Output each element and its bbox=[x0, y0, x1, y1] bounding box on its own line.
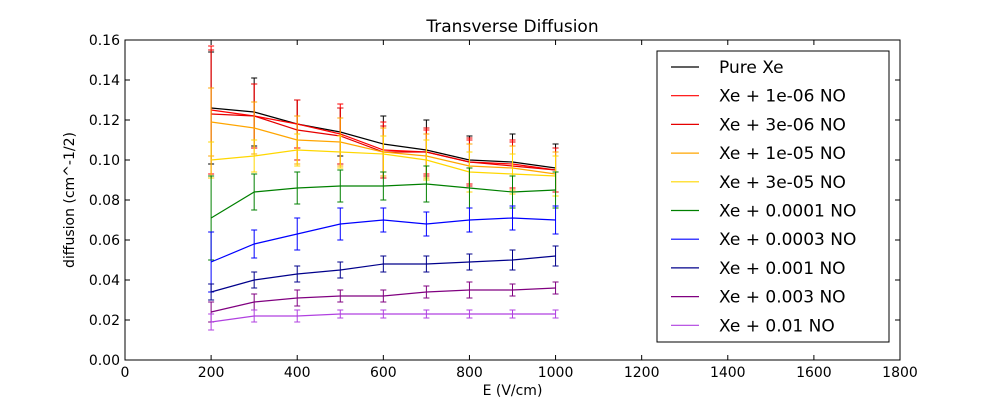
legend-label: Xe + 0.0001 NO bbox=[719, 202, 856, 222]
x-tick-label: 1200 bbox=[624, 365, 660, 381]
error-bar bbox=[423, 165, 430, 203]
error-bar bbox=[294, 171, 301, 205]
error-bar bbox=[380, 309, 387, 319]
error-bar bbox=[466, 253, 473, 271]
legend-item: Xe + 3e-05 NO bbox=[671, 173, 846, 193]
x-tick-label: 400 bbox=[284, 365, 311, 381]
error-bar bbox=[509, 309, 516, 319]
error-bar bbox=[380, 255, 387, 273]
legend-item: Xe + 1e-06 NO bbox=[671, 87, 846, 107]
legend-label: Xe + 0.0003 NO bbox=[719, 230, 856, 250]
error-bar bbox=[466, 281, 473, 299]
x-axis-label: E (V/cm) bbox=[483, 383, 543, 399]
error-bar bbox=[509, 205, 516, 231]
legend-label: Xe + 3e-06 NO bbox=[719, 115, 846, 135]
error-bar bbox=[208, 313, 215, 331]
error-bar bbox=[251, 229, 258, 259]
error-bar bbox=[337, 169, 344, 203]
series-7 bbox=[208, 245, 559, 301]
error-bar bbox=[380, 289, 387, 303]
error-bar bbox=[552, 245, 559, 267]
x-tick-label: 1800 bbox=[882, 365, 918, 381]
error-bar bbox=[552, 205, 559, 235]
error-bar bbox=[294, 289, 301, 307]
y-tick-label: 0.04 bbox=[89, 273, 120, 289]
error-bar bbox=[337, 135, 344, 169]
x-tick-label: 800 bbox=[456, 365, 483, 381]
error-bar bbox=[251, 309, 258, 323]
series-6 bbox=[208, 205, 559, 293]
legend: Pure Xe Xe + 1e-06 NO Xe + 3e-06 NO Xe + 1e… bbox=[656, 50, 890, 343]
error-bar bbox=[337, 261, 344, 279]
legend-item: Xe + 3e-06 NO bbox=[671, 115, 846, 135]
error-bar bbox=[337, 207, 344, 241]
chart-title: Transverse Diffusion bbox=[425, 17, 598, 37]
error-bar bbox=[552, 281, 559, 295]
y-tick-label: 0.02 bbox=[89, 313, 120, 329]
error-bar bbox=[251, 139, 258, 173]
x-tick-label: 0 bbox=[121, 365, 130, 381]
legend-label: Xe + 3e-05 NO bbox=[719, 173, 846, 193]
legend-item: Xe + 0.01 NO bbox=[671, 316, 835, 336]
error-bar bbox=[509, 283, 516, 297]
legend-item: Xe + 0.0003 NO bbox=[671, 230, 856, 250]
legend-item: Xe + 0.0001 NO bbox=[671, 202, 856, 222]
plot-series-layer bbox=[208, 45, 559, 331]
x-axis: 0 200 400 600 800 1000 1200 1400 1600 1800 bbox=[121, 40, 918, 381]
error-bar bbox=[466, 207, 473, 233]
series-9 bbox=[208, 309, 559, 331]
x-tick-label: 200 bbox=[198, 365, 225, 381]
error-bar bbox=[423, 285, 430, 299]
legend-label: Xe + 0.01 NO bbox=[719, 316, 835, 336]
error-bar bbox=[509, 249, 516, 271]
error-bar bbox=[294, 309, 301, 323]
x-tick-label: 1400 bbox=[710, 365, 746, 381]
error-bar bbox=[380, 171, 387, 201]
legend-item: Xe + 1e-05 NO bbox=[671, 144, 846, 164]
y-tick-label: 0.00 bbox=[89, 353, 120, 369]
y-tick-label: 0.06 bbox=[89, 233, 120, 249]
legend-box bbox=[656, 50, 890, 343]
x-tick-label: 600 bbox=[370, 365, 397, 381]
error-bar bbox=[380, 207, 387, 233]
error-bar bbox=[423, 255, 430, 273]
y-tick-label: 0.12 bbox=[89, 113, 120, 129]
y-axis: 0.00 0.02 0.04 0.06 0.08 0.10 0.12 0.14 0.16 bbox=[89, 33, 900, 369]
legend-label: Xe + 0.001 NO bbox=[719, 259, 846, 279]
legend-item: Pure Xe bbox=[671, 58, 784, 78]
y-tick-label: 0.08 bbox=[89, 193, 120, 209]
y-tick-label: 0.16 bbox=[89, 33, 120, 49]
y-tick-label: 0.10 bbox=[89, 153, 120, 169]
error-bar bbox=[423, 211, 430, 237]
y-axis-label: diffusion (cm^-1/2) bbox=[62, 132, 78, 268]
y-tick-label: 0.14 bbox=[89, 73, 120, 89]
error-bar bbox=[251, 173, 258, 211]
legend-item: Xe + 0.003 NO bbox=[671, 288, 846, 308]
error-bar bbox=[208, 283, 215, 301]
error-bar bbox=[466, 309, 473, 319]
x-tick-label: 1000 bbox=[538, 365, 574, 381]
legend-label: Pure Xe bbox=[719, 58, 784, 78]
error-bar bbox=[294, 133, 301, 167]
error-bar bbox=[423, 309, 430, 319]
legend-label: Xe + 1e-05 NO bbox=[719, 144, 846, 164]
error-bar bbox=[294, 265, 301, 283]
error-bar bbox=[552, 309, 559, 319]
error-bar bbox=[294, 217, 301, 251]
error-bar bbox=[208, 231, 215, 293]
legend-item: Xe + 0.001 NO bbox=[671, 259, 846, 279]
error-bar bbox=[337, 309, 344, 319]
error-bar bbox=[337, 289, 344, 303]
legend-label: Xe + 1e-06 NO bbox=[719, 87, 846, 107]
x-tick-label: 1600 bbox=[796, 365, 832, 381]
error-bar bbox=[251, 271, 258, 289]
legend-label: Xe + 0.003 NO bbox=[719, 288, 846, 308]
